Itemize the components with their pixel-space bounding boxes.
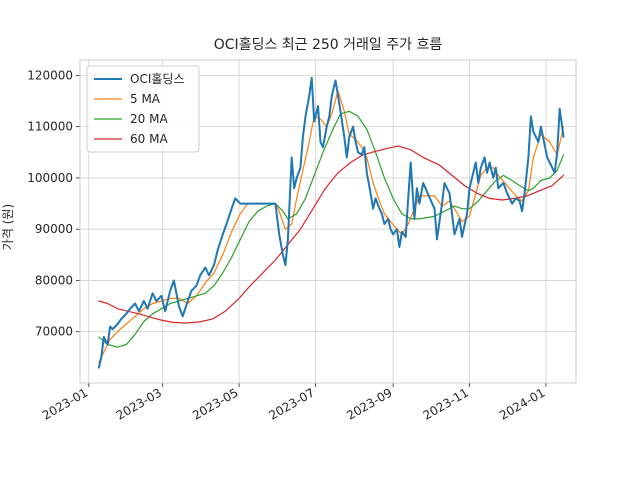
y-tick-label: 80000 [35, 273, 73, 287]
y-tick-label: 100000 [27, 171, 73, 185]
y-axis-label: 가격 (원) [1, 204, 15, 250]
y-tick-label: 120000 [27, 68, 73, 82]
series-line-0 [97, 76, 565, 369]
y-tick-label: 90000 [35, 222, 73, 236]
legend-label: OCI홀딩스 [130, 72, 184, 86]
y-tick-label: 70000 [35, 325, 73, 339]
series-line-3 [98, 145, 565, 324]
plot-frame [79, 59, 577, 384]
legend-label: 20 MA [130, 112, 168, 126]
legend-label: 60 MA [130, 132, 168, 146]
legend-label: 5 MA [130, 92, 161, 106]
legend-box [86, 65, 200, 153]
y-tick-label: 110000 [27, 120, 73, 134]
chart-title: OCI홀딩스 최근 250 거래일 주가 흐름 [214, 37, 443, 53]
